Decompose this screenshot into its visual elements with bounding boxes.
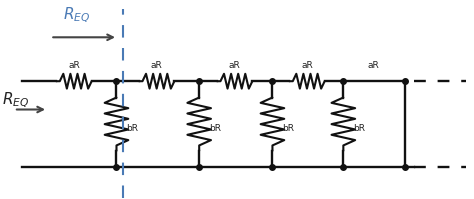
Text: bR: bR [209, 124, 220, 133]
Text: bR: bR [126, 124, 138, 133]
Text: aR: aR [151, 61, 163, 70]
Text: bR: bR [353, 124, 365, 133]
Text: aR: aR [301, 61, 313, 70]
Text: aR: aR [68, 61, 80, 70]
Text: $R_{EQ}$: $R_{EQ}$ [1, 91, 29, 110]
Text: bR: bR [282, 124, 294, 133]
Text: $R_{EQ}$: $R_{EQ}$ [63, 5, 90, 25]
Text: aR: aR [367, 61, 379, 70]
Text: aR: aR [229, 61, 240, 70]
